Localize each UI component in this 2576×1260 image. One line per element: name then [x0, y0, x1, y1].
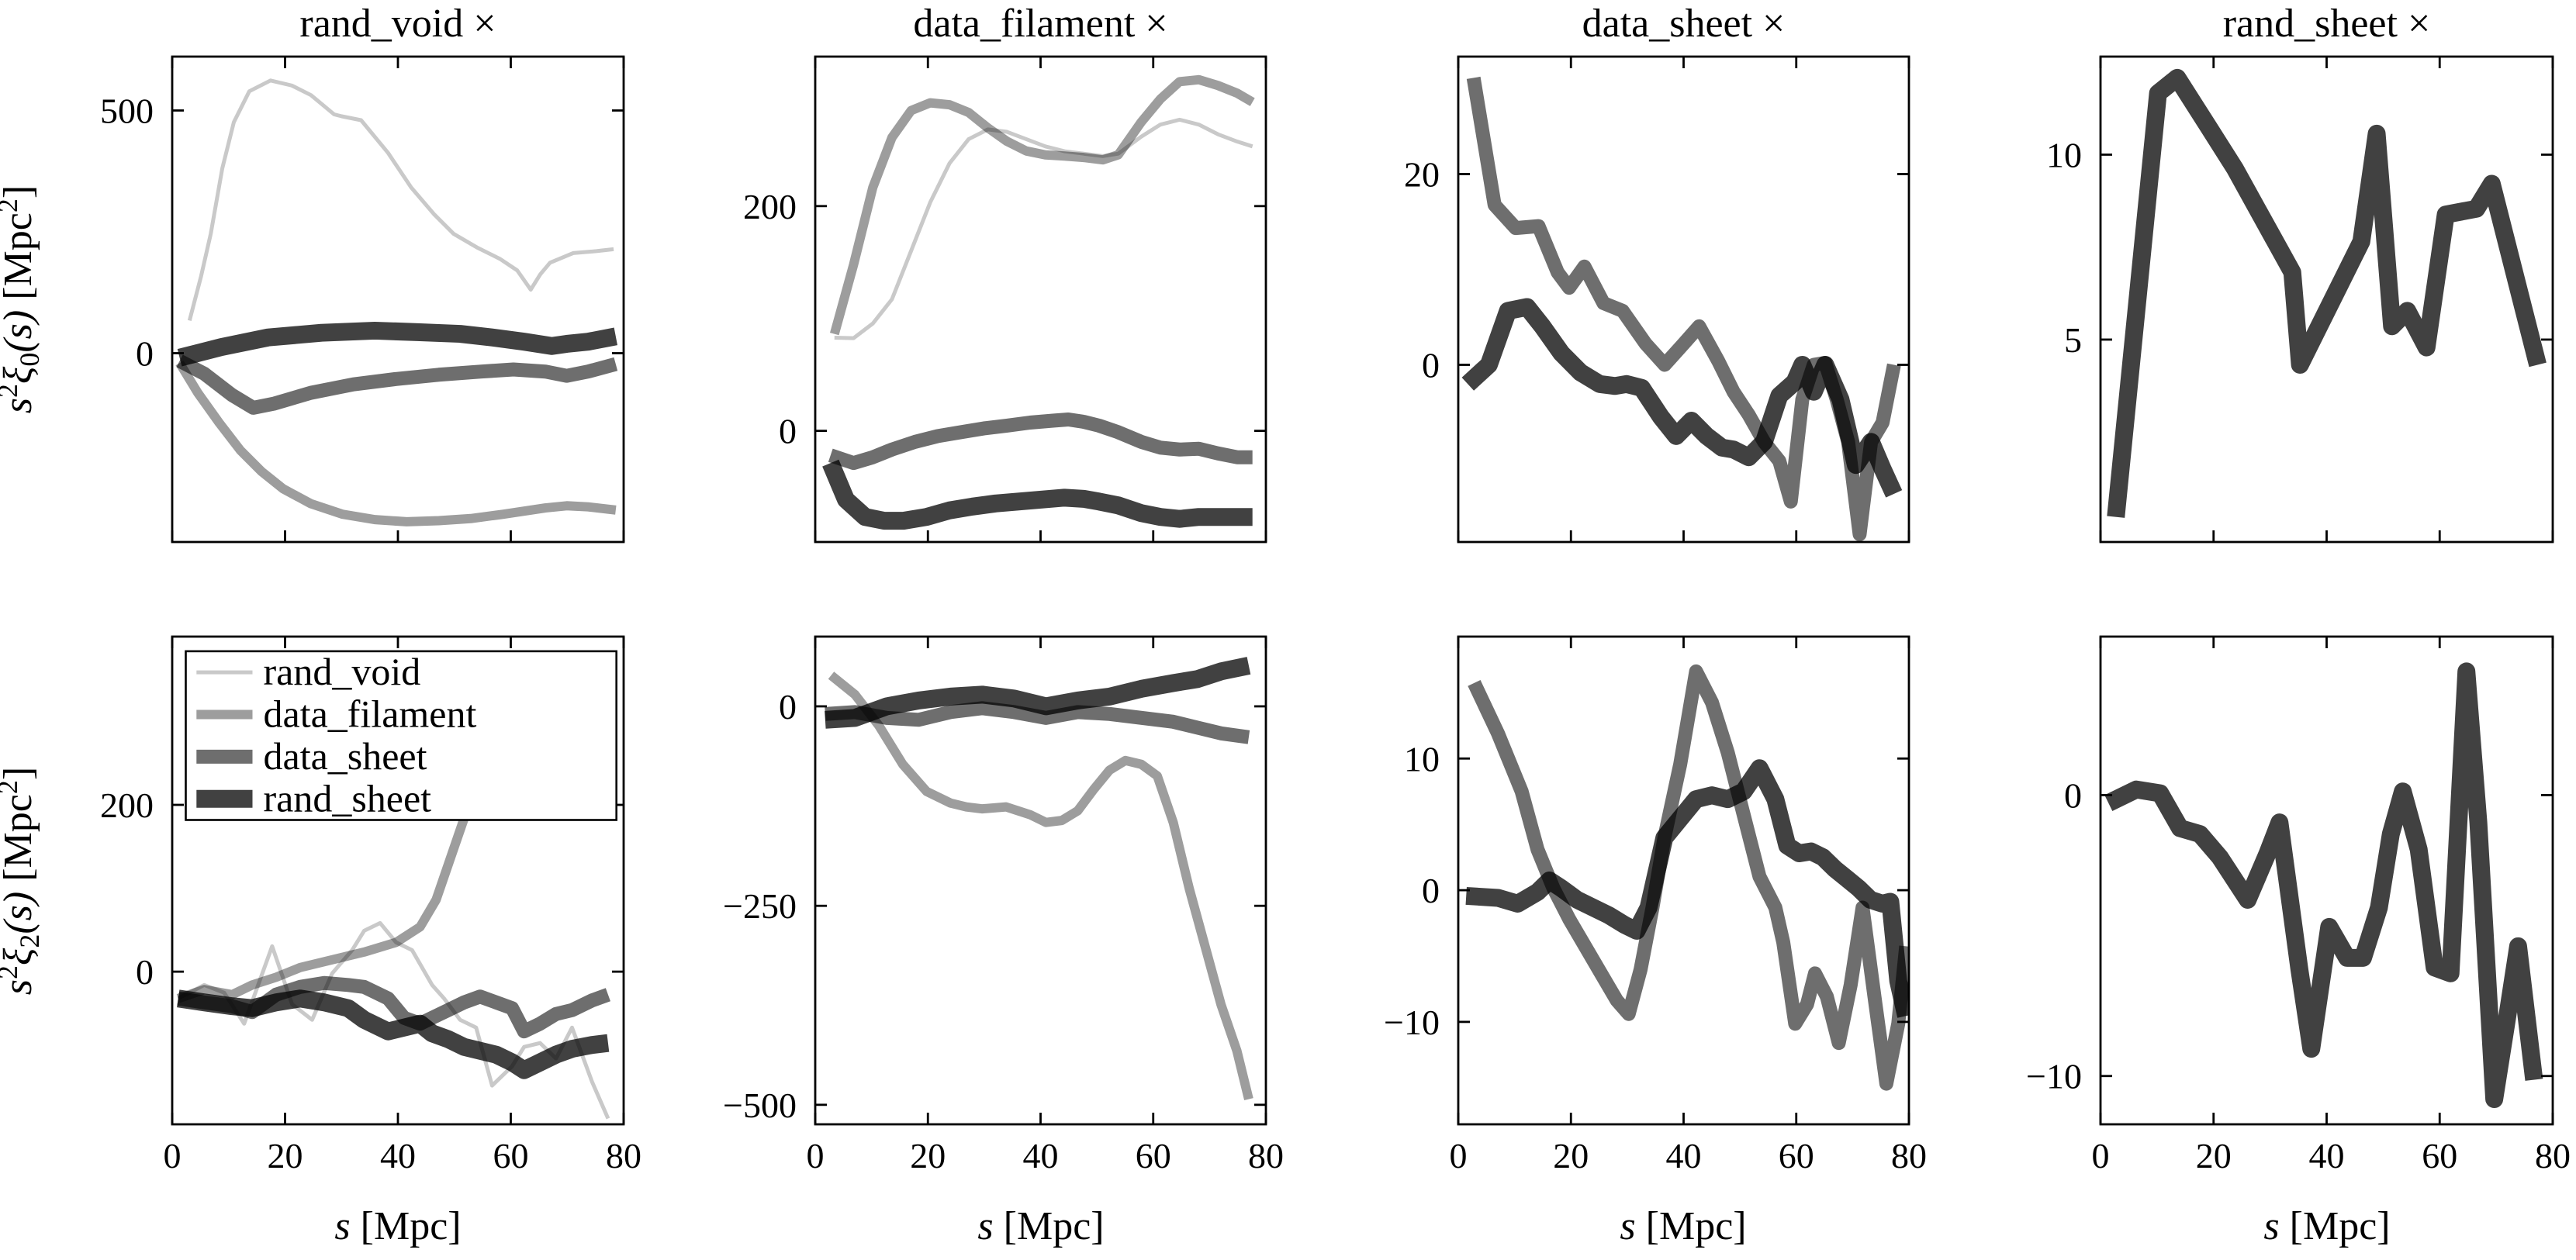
- svg-text:0: 0: [2064, 775, 2082, 815]
- svg-text:s [Mpc]: s [Mpc]: [334, 1204, 461, 1248]
- svg-text:40: 40: [1666, 1136, 1702, 1175]
- svg-text:20: 20: [910, 1136, 946, 1175]
- svg-text:0: 0: [779, 412, 797, 451]
- svg-text:80: 80: [2535, 1136, 2571, 1175]
- svg-text:−500: −500: [723, 1086, 797, 1125]
- svg-text:data_sheet: data_sheet: [264, 734, 427, 778]
- svg-text:−10: −10: [2026, 1057, 2082, 1096]
- svg-text:s [Mpc]: s [Mpc]: [977, 1204, 1104, 1248]
- svg-text:60: 60: [493, 1136, 529, 1175]
- svg-text:0: 0: [2092, 1136, 2110, 1175]
- svg-text:200: 200: [100, 785, 154, 825]
- svg-text:0: 0: [779, 687, 797, 727]
- svg-text:0: 0: [1450, 1136, 1468, 1175]
- svg-text:0: 0: [807, 1136, 825, 1175]
- svg-text:80: 80: [606, 1136, 641, 1175]
- svg-text:rand_sheet: rand_sheet: [264, 776, 432, 820]
- svg-text:80: 80: [1891, 1136, 1927, 1175]
- svg-text:rand_void ×: rand_void ×: [299, 2, 496, 46]
- svg-text:s2ξ0(s) [Mpc2]: s2ξ0(s) [Mpc2]: [0, 185, 45, 413]
- svg-text:20: 20: [2196, 1136, 2232, 1175]
- svg-text:rand_sheet ×: rand_sheet ×: [2223, 2, 2431, 46]
- svg-text:0: 0: [136, 952, 154, 992]
- svg-text:−10: −10: [1384, 1003, 1440, 1042]
- svg-text:20: 20: [1553, 1136, 1589, 1175]
- svg-text:40: 40: [380, 1136, 416, 1175]
- svg-text:40: 40: [1023, 1136, 1059, 1175]
- svg-text:data_sheet ×: data_sheet ×: [1582, 2, 1786, 46]
- svg-text:rand_void: rand_void: [264, 650, 421, 693]
- svg-text:s [Mpc]: s [Mpc]: [1620, 1204, 1746, 1248]
- svg-text:s2ξ2(s) [Mpc2]: s2ξ2(s) [Mpc2]: [0, 767, 45, 995]
- svg-text:60: 60: [1779, 1136, 1814, 1175]
- svg-text:10: 10: [1404, 739, 1440, 778]
- svg-text:0: 0: [1422, 346, 1440, 385]
- svg-text:500: 500: [100, 91, 154, 130]
- svg-text:0: 0: [1422, 871, 1440, 910]
- svg-text:200: 200: [743, 187, 797, 226]
- svg-text:20: 20: [1404, 154, 1440, 194]
- svg-text:0: 0: [136, 333, 154, 373]
- svg-text:s [Mpc]: s [Mpc]: [2263, 1204, 2390, 1248]
- svg-text:data_filament ×: data_filament ×: [913, 2, 1167, 46]
- svg-text:80: 80: [1248, 1136, 1284, 1175]
- svg-text:5: 5: [2064, 320, 2082, 360]
- svg-text:0: 0: [164, 1136, 182, 1175]
- svg-text:60: 60: [1136, 1136, 1171, 1175]
- svg-text:data_filament: data_filament: [264, 692, 477, 736]
- svg-text:−250: −250: [723, 886, 797, 926]
- svg-text:60: 60: [2422, 1136, 2457, 1175]
- svg-text:20: 20: [268, 1136, 303, 1175]
- svg-text:40: 40: [2309, 1136, 2345, 1175]
- svg-text:10: 10: [2046, 135, 2082, 174]
